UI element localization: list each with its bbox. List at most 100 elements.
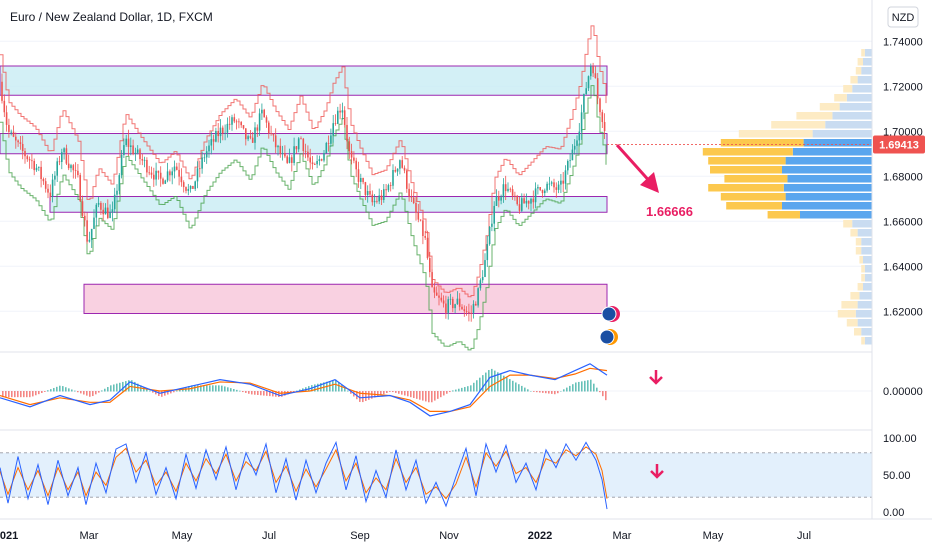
candle-body [279, 145, 282, 154]
event-flag-1 [599, 329, 615, 345]
candle-body [254, 127, 256, 143]
macd-histogram-bar [440, 391, 442, 398]
price-tick-2: 1.70000 [883, 126, 923, 138]
candle-body [132, 145, 134, 155]
macd-histogram-bar [350, 391, 352, 394]
macd-histogram-bar [170, 391, 172, 394]
macd-histogram-bar [8, 391, 10, 398]
macd-histogram-bar [596, 387, 598, 392]
candle-body [104, 207, 107, 215]
macd-histogram-bar [50, 389, 52, 392]
macd-histogram-bar [212, 385, 214, 392]
macd-line [0, 363, 608, 417]
macd-histogram-bar [101, 390, 103, 392]
candle-body [70, 165, 72, 169]
candle-body [116, 190, 118, 195]
macd-histogram-bar [29, 391, 31, 398]
candle-body [585, 88, 587, 95]
candle-body [465, 311, 468, 312]
candle-body [233, 117, 236, 122]
macd-histogram-bar [68, 388, 70, 392]
candle-body [146, 159, 148, 173]
profile-blue-5 [846, 94, 872, 102]
stoch-d-line [0, 446, 608, 500]
candle-body [518, 204, 521, 211]
macd-histogram-bar [251, 391, 253, 395]
macd-histogram-bar [59, 385, 61, 392]
macd-histogram-bar [599, 391, 601, 393]
candle-body [19, 142, 22, 144]
candle-body [159, 172, 162, 179]
macd-histogram-bar [80, 391, 82, 394]
candle-body [201, 157, 203, 169]
candle-body [488, 226, 491, 245]
macd-histogram-bar [11, 391, 13, 398]
macd-histogram-bar [473, 382, 475, 392]
profile-blue-16 [785, 193, 872, 201]
candle-body [412, 197, 415, 204]
price-axis[interactable]: 1.74000 1.72000 1.70000 1.68000 1.66000 1.640… [883, 36, 923, 519]
candle-body [502, 184, 505, 198]
candle-body [123, 145, 125, 156]
macd-histogram-bar [215, 385, 217, 392]
macd-histogram-bar [602, 391, 604, 397]
candle-body [396, 168, 399, 172]
candle-body [504, 184, 507, 192]
event-markers[interactable] [599, 306, 620, 345]
lower-trail-line [0, 85, 607, 351]
candle-body [362, 177, 364, 183]
zone-demand [83, 283, 608, 314]
macd-histogram-bar [524, 387, 526, 392]
macd-histogram-bar [434, 391, 436, 401]
candle-body [463, 309, 466, 312]
macd-histogram-bar [536, 391, 538, 393]
candle-body [88, 239, 91, 242]
macd-histogram-bar [404, 391, 406, 396]
macd-histogram-bar [41, 391, 43, 394]
profile-blue-9 [812, 130, 872, 138]
candle-body [33, 160, 35, 171]
profile-yellow-30 [846, 319, 858, 327]
candle-body [56, 161, 58, 176]
macd-histogram-bar [533, 391, 535, 392]
macd-histogram-bar [587, 380, 589, 392]
upper-trail-line [0, 25, 607, 298]
down-arrow-head-1 [650, 470, 664, 479]
candle-body [544, 190, 546, 194]
profile-blue-28 [857, 301, 872, 309]
macd-histogram-bar [413, 391, 415, 399]
profile-yellow-16 [720, 193, 786, 201]
macd-histogram-bar [71, 389, 73, 392]
candle-body [429, 258, 431, 273]
price-tick-4: 1.66000 [883, 216, 923, 228]
candle-body [571, 149, 574, 161]
candle-body [479, 280, 482, 289]
candle-body [185, 187, 187, 191]
candle-body [603, 122, 606, 131]
macd-histogram-bar [542, 391, 544, 393]
currency-button[interactable] [887, 6, 919, 28]
candle-body [325, 142, 328, 154]
macd-histogram-bar [317, 383, 319, 392]
candle-body [385, 189, 387, 191]
candle-body [196, 168, 199, 182]
macd-histogram-bar [35, 391, 37, 396]
time-axis[interactable]: 2021 Mar May Jul Sep Nov 2022 Mar May Jul [0, 530, 811, 542]
candle-body [327, 142, 330, 144]
macd-histogram-bar [263, 391, 265, 396]
profile-yellow-27 [850, 292, 860, 300]
macd-histogram-bar [98, 391, 100, 393]
candle-body [383, 189, 385, 200]
macd-histogram-bar [257, 391, 259, 395]
candle-body [178, 169, 180, 177]
candle-body [366, 190, 369, 195]
profile-blue-30 [857, 319, 872, 327]
candle-body [378, 195, 380, 202]
macd-histogram-bar [515, 382, 517, 392]
candle-body [153, 174, 155, 180]
candle-body [157, 170, 160, 173]
macd-histogram-bar [152, 391, 154, 393]
candle-body [125, 138, 127, 146]
candle-body [281, 152, 284, 154]
